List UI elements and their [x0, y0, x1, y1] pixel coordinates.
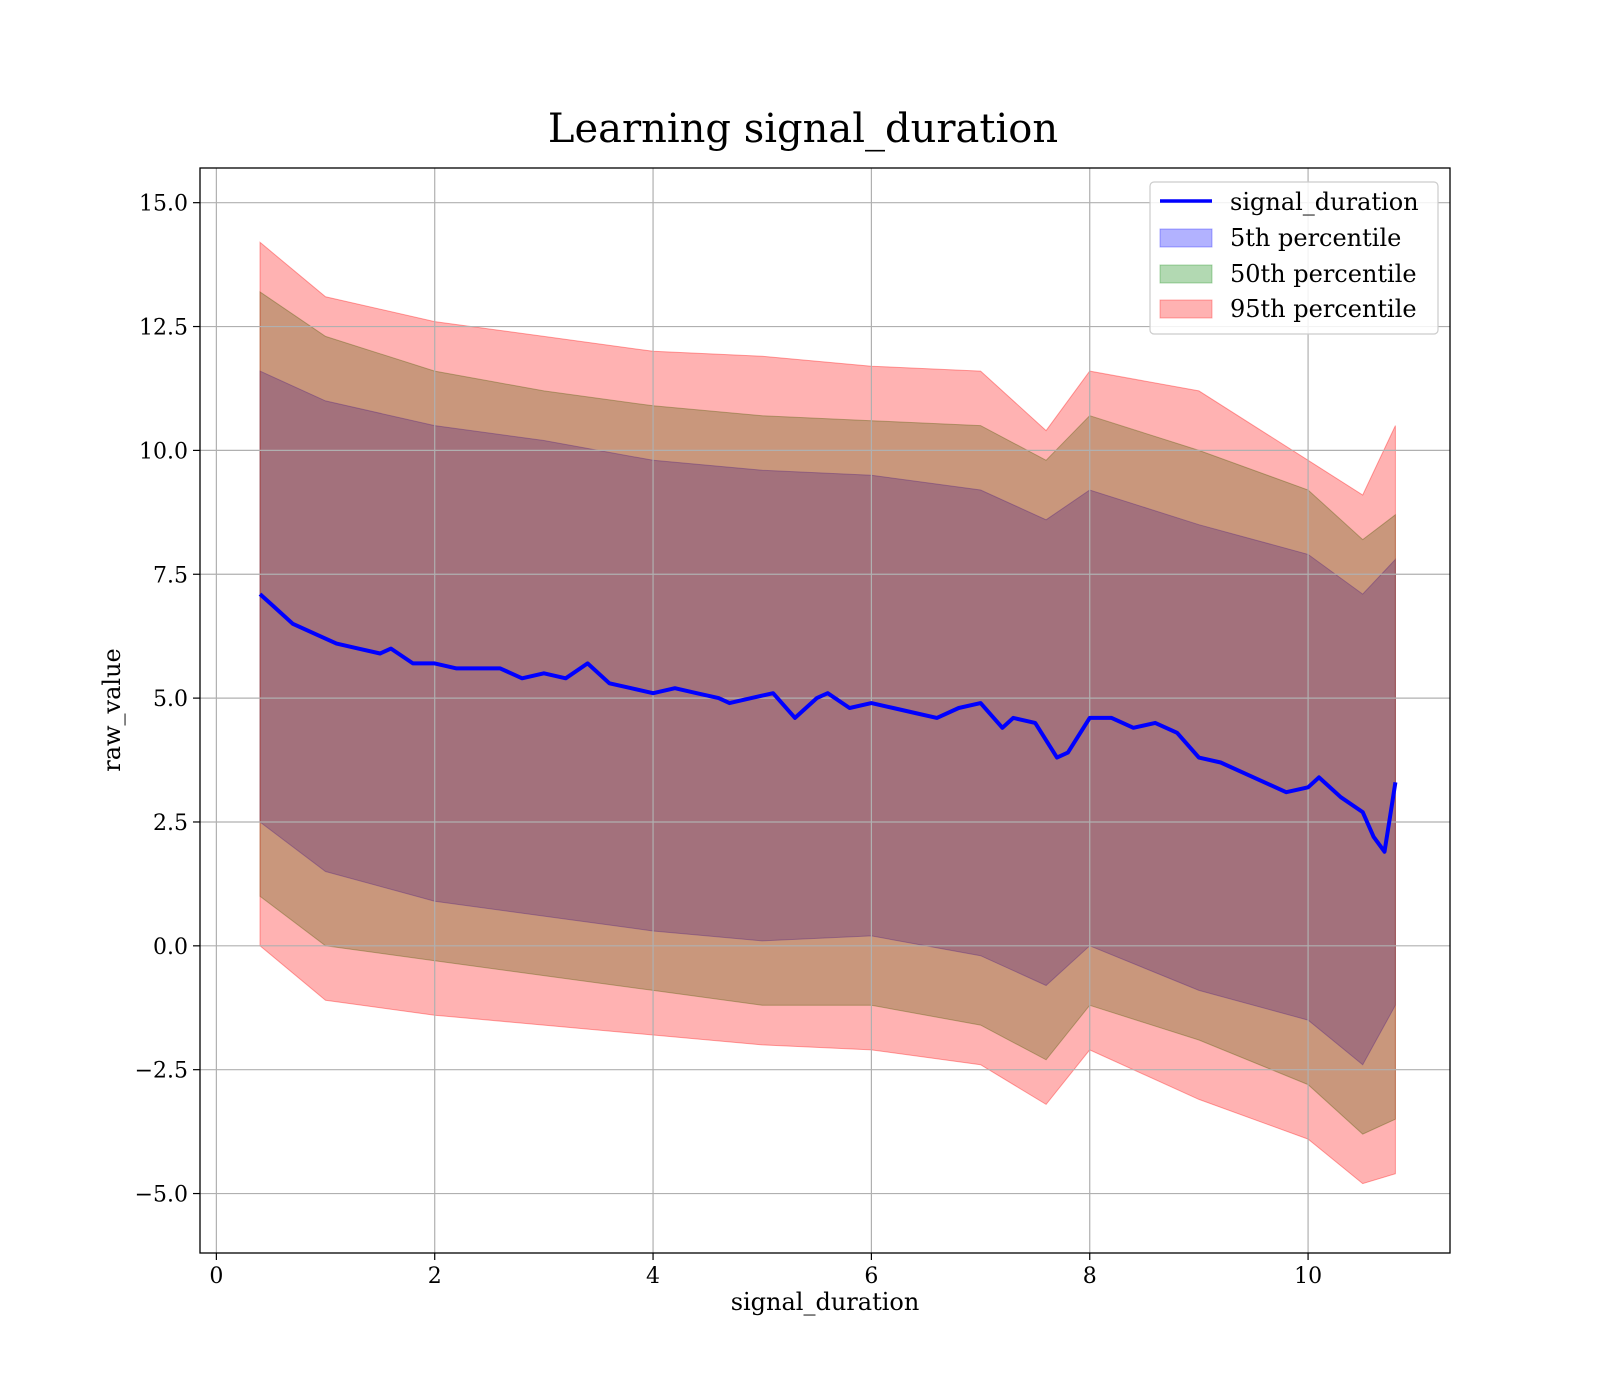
legend-swatch-95th	[1159, 299, 1213, 319]
y-tick-label: 5.0	[153, 687, 188, 712]
x-tick-label: 8	[1083, 1264, 1097, 1289]
plot-frame	[199, 167, 1451, 1254]
legend-swatch-5th	[1159, 228, 1213, 248]
y-tick-label: 10.0	[139, 439, 188, 464]
y-tick-label: −2.5	[135, 1059, 188, 1084]
grid-lines	[200, 168, 1450, 1253]
percentile-bands	[259, 241, 1396, 1185]
y-tick-label: 7.5	[153, 563, 188, 588]
x-tick-label: 6	[864, 1264, 878, 1289]
legend-label-50th: 50th percentile	[1230, 260, 1417, 288]
chart-title: Learning signal_duration	[548, 106, 1058, 152]
legend-box	[1149, 181, 1439, 335]
x-axis-ticks: 0 2 4 6 8 10	[209, 1253, 1322, 1289]
y-tick-label: 2.5	[153, 811, 188, 836]
band-95th-percentile	[259, 241, 1396, 1185]
x-tick-label: 2	[428, 1264, 442, 1289]
legend-label-line: signal_duration	[1230, 188, 1419, 216]
y-tick-label: −5.0	[135, 1183, 188, 1208]
y-axis-ticks: −5.0 −2.5 0.0 2.5 5.0 7.5 10.0 12.5 15.0	[135, 192, 200, 1208]
x-tick-label: 4	[646, 1264, 660, 1289]
legend-label-95th: 95th percentile	[1230, 295, 1417, 323]
legend-swatch-50th	[1159, 264, 1213, 284]
legend: signal_duration 5th percentile 50th perc…	[1149, 181, 1439, 335]
legend-label-5th: 5th percentile	[1230, 224, 1401, 252]
y-tick-label: 12.5	[139, 316, 188, 341]
band-50th-percentile	[259, 290, 1396, 1135]
x-tick-label: 10	[1294, 1264, 1322, 1289]
y-axis-label: raw_value	[98, 648, 126, 772]
band-5th-percentile	[259, 370, 1396, 1066]
x-axis-label: signal_duration	[731, 1288, 920, 1316]
y-tick-label: 0.0	[153, 935, 188, 960]
signal-duration-line	[258, 592, 1398, 854]
signal-line-layer	[258, 592, 1398, 854]
x-tick-label: 0	[209, 1264, 223, 1289]
y-tick-label: 15.0	[139, 192, 188, 217]
